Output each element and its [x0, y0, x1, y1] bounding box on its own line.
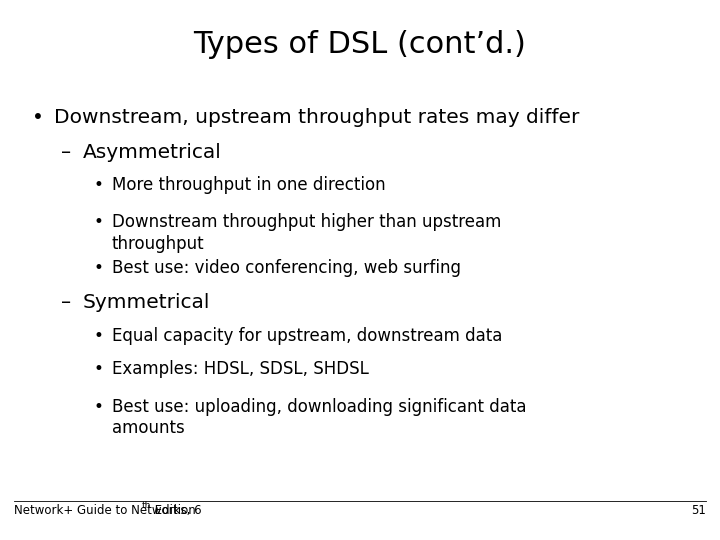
Text: •: • — [94, 398, 104, 416]
Text: Types of DSL (cont’d.): Types of DSL (cont’d.) — [194, 30, 526, 59]
Text: Downstream, upstream throughput rates may differ: Downstream, upstream throughput rates ma… — [54, 108, 580, 127]
Text: •: • — [94, 176, 104, 193]
Text: Symmetrical: Symmetrical — [83, 293, 210, 312]
Text: Downstream throughput higher than upstream
throughput: Downstream throughput higher than upstre… — [112, 213, 501, 253]
Text: •: • — [32, 108, 44, 127]
Text: –: – — [61, 293, 71, 312]
Text: Edition: Edition — [151, 504, 196, 517]
Text: Network+ Guide to Networks, 6: Network+ Guide to Networks, 6 — [14, 504, 202, 517]
Text: th: th — [142, 501, 151, 510]
Text: Best use: uploading, downloading significant data
amounts: Best use: uploading, downloading signifi… — [112, 398, 526, 437]
Text: 51: 51 — [690, 504, 706, 517]
Text: •: • — [94, 327, 104, 345]
Text: Asymmetrical: Asymmetrical — [83, 143, 222, 162]
Text: More throughput in one direction: More throughput in one direction — [112, 176, 385, 193]
Text: Equal capacity for upstream, downstream data: Equal capacity for upstream, downstream … — [112, 327, 502, 345]
Text: Best use: video conferencing, web surfing: Best use: video conferencing, web surfin… — [112, 259, 461, 277]
Text: Examples: HDSL, SDSL, SHDSL: Examples: HDSL, SDSL, SHDSL — [112, 360, 369, 378]
Text: •: • — [94, 360, 104, 378]
Text: –: – — [61, 143, 71, 162]
Text: •: • — [94, 259, 104, 277]
Text: •: • — [94, 213, 104, 231]
